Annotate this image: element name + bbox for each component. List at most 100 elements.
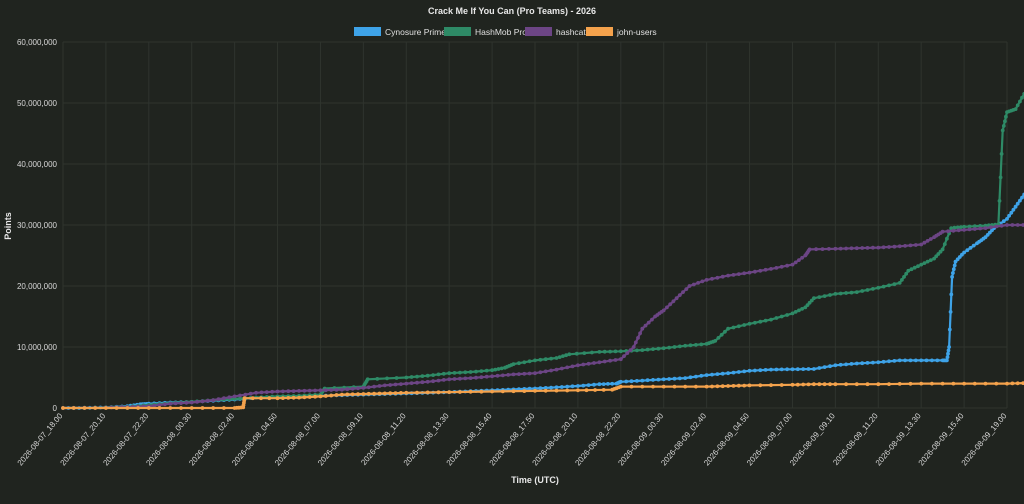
data-point: [902, 275, 906, 279]
data-point: [661, 308, 666, 313]
data-point: [688, 343, 693, 348]
data-point: [801, 382, 806, 387]
data-point: [742, 369, 747, 374]
data-point: [994, 224, 999, 229]
data-point: [817, 366, 822, 370]
data-point: [345, 387, 350, 392]
data-point: [908, 358, 913, 363]
data-point: [581, 383, 586, 388]
data-point: [854, 290, 859, 294]
data-point: [313, 388, 317, 393]
data-point: [602, 359, 607, 364]
data-point: [533, 358, 537, 363]
data-point: [849, 246, 854, 251]
data-point: [951, 228, 956, 233]
data-point: [909, 267, 914, 272]
data-point: [812, 367, 816, 371]
data-point: [618, 384, 623, 389]
legend-label: hashcat: [556, 27, 586, 37]
data-point: [382, 391, 387, 396]
data-point: [104, 406, 108, 410]
data-point: [522, 371, 527, 376]
data-point: [490, 374, 494, 379]
data-point: [983, 381, 988, 386]
data-point: [904, 271, 909, 276]
data-point: [565, 365, 570, 370]
data-point: [952, 263, 957, 268]
data-point: [967, 227, 972, 232]
data-point: [329, 388, 334, 392]
legend[interactable]: Cynosure Prime HashMob Pro hashcat john-use…: [354, 27, 657, 37]
data-point: [989, 225, 993, 230]
data-point: [431, 373, 435, 377]
data-point: [1020, 95, 1024, 100]
legend-label: john-users: [616, 27, 657, 37]
data-point: [640, 326, 645, 331]
legend-item[interactable]: john-users: [586, 27, 657, 37]
data-point: [302, 395, 307, 400]
data-point: [651, 384, 655, 389]
data-point: [916, 264, 920, 269]
data-point: [940, 229, 945, 234]
data-point: [881, 284, 886, 289]
data-point: [651, 378, 655, 382]
data-point: [779, 367, 784, 372]
data-point: [447, 371, 452, 376]
data-point: [955, 225, 960, 230]
data-point: [694, 374, 698, 379]
data-point: [871, 245, 875, 250]
data-point: [908, 243, 913, 248]
legend-item[interactable]: hashcat: [525, 27, 586, 37]
legend-item[interactable]: HashMob Pro: [444, 27, 527, 37]
data-point: [742, 271, 747, 276]
data-point: [887, 283, 891, 288]
data-point: [618, 379, 623, 384]
data-point: [860, 289, 865, 293]
data-point: [951, 267, 956, 272]
data-point: [1013, 204, 1018, 209]
data-point: [769, 317, 773, 322]
data-point: [576, 363, 580, 368]
legend-item[interactable]: Cynosure Prime: [354, 27, 446, 37]
data-point: [1015, 201, 1020, 206]
data-point: [919, 381, 924, 386]
data-point: [436, 372, 441, 377]
data-point: [173, 401, 178, 406]
data-point: [1015, 103, 1020, 108]
data-point: [602, 349, 607, 354]
data-point: [790, 367, 795, 372]
data-point: [1018, 99, 1022, 104]
data-point: [527, 371, 532, 376]
data-point: [490, 368, 494, 373]
data-point: [372, 384, 376, 389]
data-point: [731, 370, 736, 375]
data-point: [479, 375, 484, 380]
data-point: [184, 400, 189, 405]
data-point: [844, 362, 848, 367]
data-point: [827, 247, 831, 251]
data-point: [876, 245, 881, 250]
data-point: [715, 372, 720, 376]
data-point: [671, 299, 676, 304]
data-point: [200, 399, 205, 404]
data-point: [972, 381, 977, 386]
data-point: [667, 377, 671, 381]
data-point: [978, 226, 983, 231]
data-point: [565, 384, 570, 389]
data-point: [800, 307, 804, 311]
data-point: [463, 370, 468, 375]
data-point: [157, 406, 162, 410]
data-point: [972, 224, 977, 229]
data-point: [720, 371, 725, 376]
data-point: [574, 351, 579, 356]
data-point: [232, 394, 237, 399]
data-point: [736, 272, 741, 276]
data-point: [838, 246, 843, 251]
data-point: [716, 336, 721, 340]
data-point: [672, 345, 677, 349]
data-point: [565, 388, 570, 393]
data-point: [677, 293, 682, 297]
data-point: [806, 367, 811, 371]
data-point: [646, 320, 651, 325]
data-point: [865, 382, 870, 387]
